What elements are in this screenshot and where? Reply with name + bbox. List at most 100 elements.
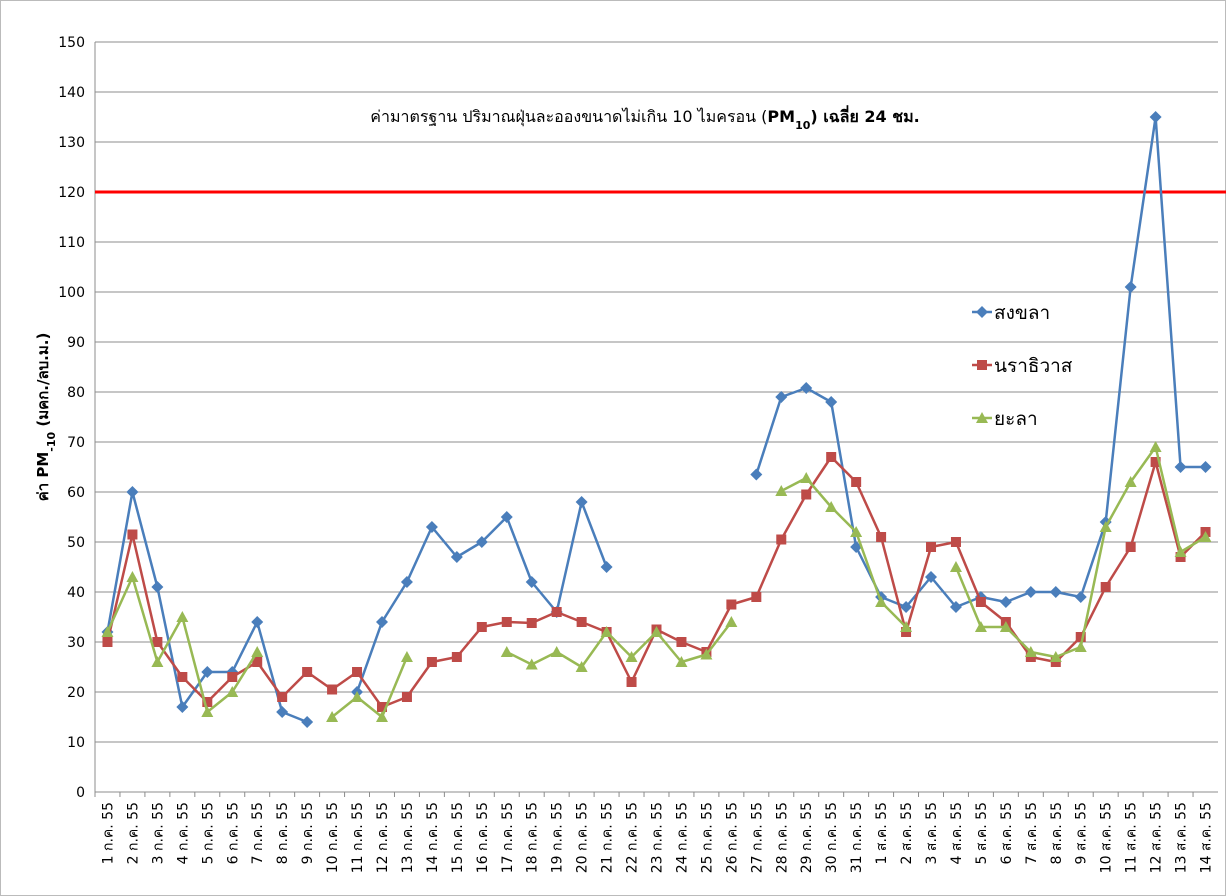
y-label-part: (มคก./ลบ.ม.) xyxy=(34,333,52,432)
marker xyxy=(976,306,988,318)
x-tick-label: 5 ก.ค. 55 xyxy=(200,802,216,864)
marker xyxy=(876,532,887,542)
marker xyxy=(425,521,438,533)
marker xyxy=(451,652,462,662)
marker xyxy=(276,706,289,718)
x-tick-label: 21 ก.ค. 55 xyxy=(600,802,616,873)
y-tick-label: 150 xyxy=(58,35,85,51)
marker xyxy=(1174,546,1187,557)
marker xyxy=(974,621,987,632)
marker xyxy=(202,697,213,707)
marker xyxy=(1124,281,1137,293)
x-tick-label: 5 ส.ค. 55 xyxy=(974,802,990,864)
x-tick-label: 7 ก.ค. 55 xyxy=(250,802,266,864)
marker xyxy=(525,658,538,670)
marker xyxy=(400,576,413,588)
marker xyxy=(401,692,412,702)
marker xyxy=(999,596,1012,608)
marker xyxy=(201,706,214,717)
marker xyxy=(351,691,364,702)
marker xyxy=(775,391,788,403)
y-tick-label: 30 xyxy=(67,635,85,651)
x-tick-label: 1 ส.ค. 55 xyxy=(874,802,890,864)
marker xyxy=(326,711,339,722)
marker xyxy=(625,651,638,662)
marker xyxy=(550,646,563,657)
marker xyxy=(826,452,837,462)
annotation-part: PM xyxy=(767,107,795,126)
x-tick-label: 20 ก.ค. 55 xyxy=(575,802,591,873)
marker xyxy=(500,646,513,657)
marker xyxy=(999,621,1012,632)
marker xyxy=(800,472,813,483)
marker xyxy=(1124,476,1137,487)
marker xyxy=(1074,591,1087,603)
y-tick-label: 10 xyxy=(67,735,85,751)
marker xyxy=(600,561,613,573)
marker xyxy=(1074,641,1087,652)
marker xyxy=(650,626,663,637)
x-tick-label: 3 ก.ค. 55 xyxy=(150,802,166,864)
x-tick-label: 28 ก.ค. 55 xyxy=(774,802,790,873)
marker xyxy=(152,637,163,647)
y-tick-label: 40 xyxy=(67,585,85,601)
marker xyxy=(900,601,913,613)
marker xyxy=(101,626,114,637)
x-tick-label: 12 ส.ค. 55 xyxy=(1149,802,1165,873)
marker xyxy=(251,616,264,628)
marker xyxy=(301,716,314,728)
marker xyxy=(475,536,488,548)
y-tick-label: 130 xyxy=(58,135,85,151)
y-tick-label: 100 xyxy=(58,285,85,301)
x-tick-label: 18 ก.ค. 55 xyxy=(525,802,541,873)
marker xyxy=(476,622,487,632)
marker xyxy=(525,576,538,588)
marker xyxy=(726,599,737,610)
marker xyxy=(850,526,863,537)
marker xyxy=(1099,521,1112,532)
x-tick-label: 2 ส.ค. 55 xyxy=(899,802,915,864)
y-tick-label: 140 xyxy=(58,85,85,101)
marker xyxy=(375,616,388,628)
marker xyxy=(151,581,164,593)
legend-label: นราธิวาส xyxy=(994,355,1073,377)
marker xyxy=(252,657,263,667)
marker xyxy=(926,542,937,552)
marker xyxy=(1075,632,1086,642)
marker xyxy=(875,596,888,607)
marker xyxy=(949,561,962,572)
x-tick-label: 4 ส.ค. 55 xyxy=(949,802,965,864)
y-tick-label: 50 xyxy=(67,535,85,551)
x-tick-label: 26 ก.ค. 55 xyxy=(724,802,740,873)
x-tick-label: 31 ก.ค. 55 xyxy=(849,802,865,873)
marker xyxy=(725,616,738,627)
y-tick-label: 60 xyxy=(67,485,85,501)
marker xyxy=(626,677,637,687)
y-tick-label: 20 xyxy=(67,685,85,701)
y-label-part: -10 xyxy=(45,431,58,451)
marker xyxy=(176,701,189,713)
marker xyxy=(675,656,688,667)
y-label-part: ค่า PM xyxy=(34,452,52,502)
marker xyxy=(576,617,587,627)
marker xyxy=(976,412,988,423)
marker xyxy=(676,637,687,647)
marker xyxy=(1150,457,1161,467)
x-tick-label: 6 ส.ค. 55 xyxy=(999,802,1015,864)
marker xyxy=(1149,111,1162,123)
x-tick-label: 12 ก.ค. 55 xyxy=(375,802,391,873)
marker xyxy=(975,597,986,607)
marker xyxy=(825,396,838,408)
marker xyxy=(801,489,812,500)
x-tick-label: 9 ก.ค. 55 xyxy=(300,802,316,864)
marker xyxy=(1049,586,1062,598)
x-tick-label: 4 ก.ค. 55 xyxy=(175,802,191,864)
marker xyxy=(450,551,463,563)
marker xyxy=(127,529,138,540)
x-tick-label: 3 ส.ค. 55 xyxy=(924,802,940,864)
marker xyxy=(302,667,313,677)
marker xyxy=(201,666,214,678)
marker xyxy=(600,626,613,637)
